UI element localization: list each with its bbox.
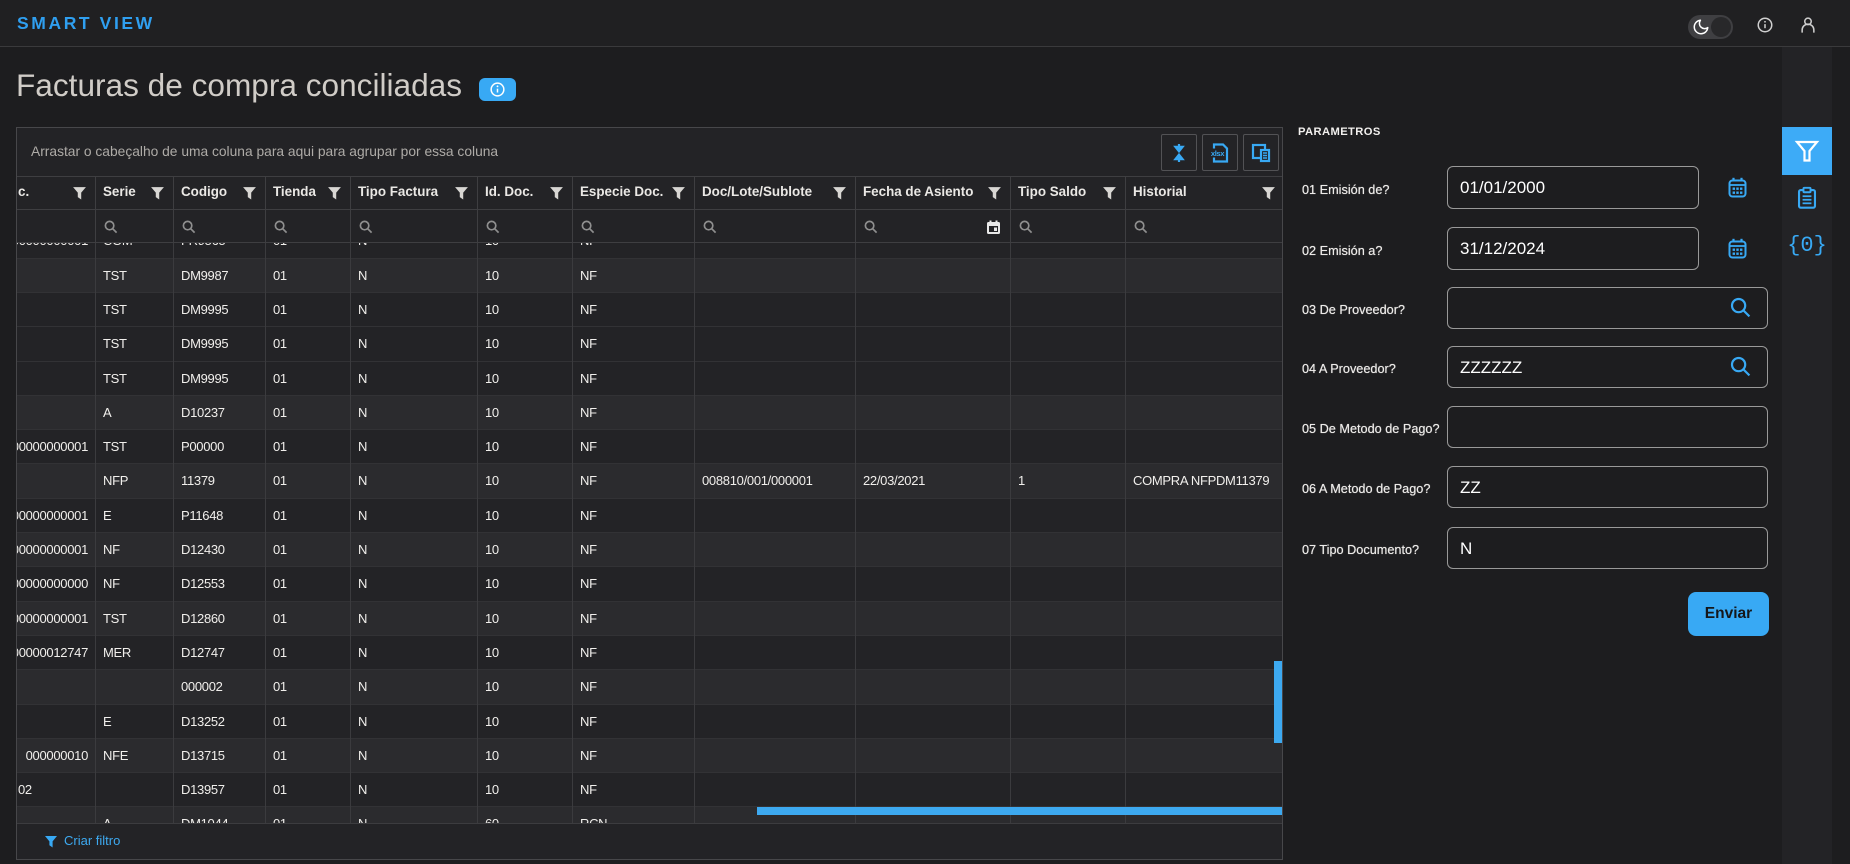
svg-text:xlsx: xlsx bbox=[1211, 148, 1225, 157]
